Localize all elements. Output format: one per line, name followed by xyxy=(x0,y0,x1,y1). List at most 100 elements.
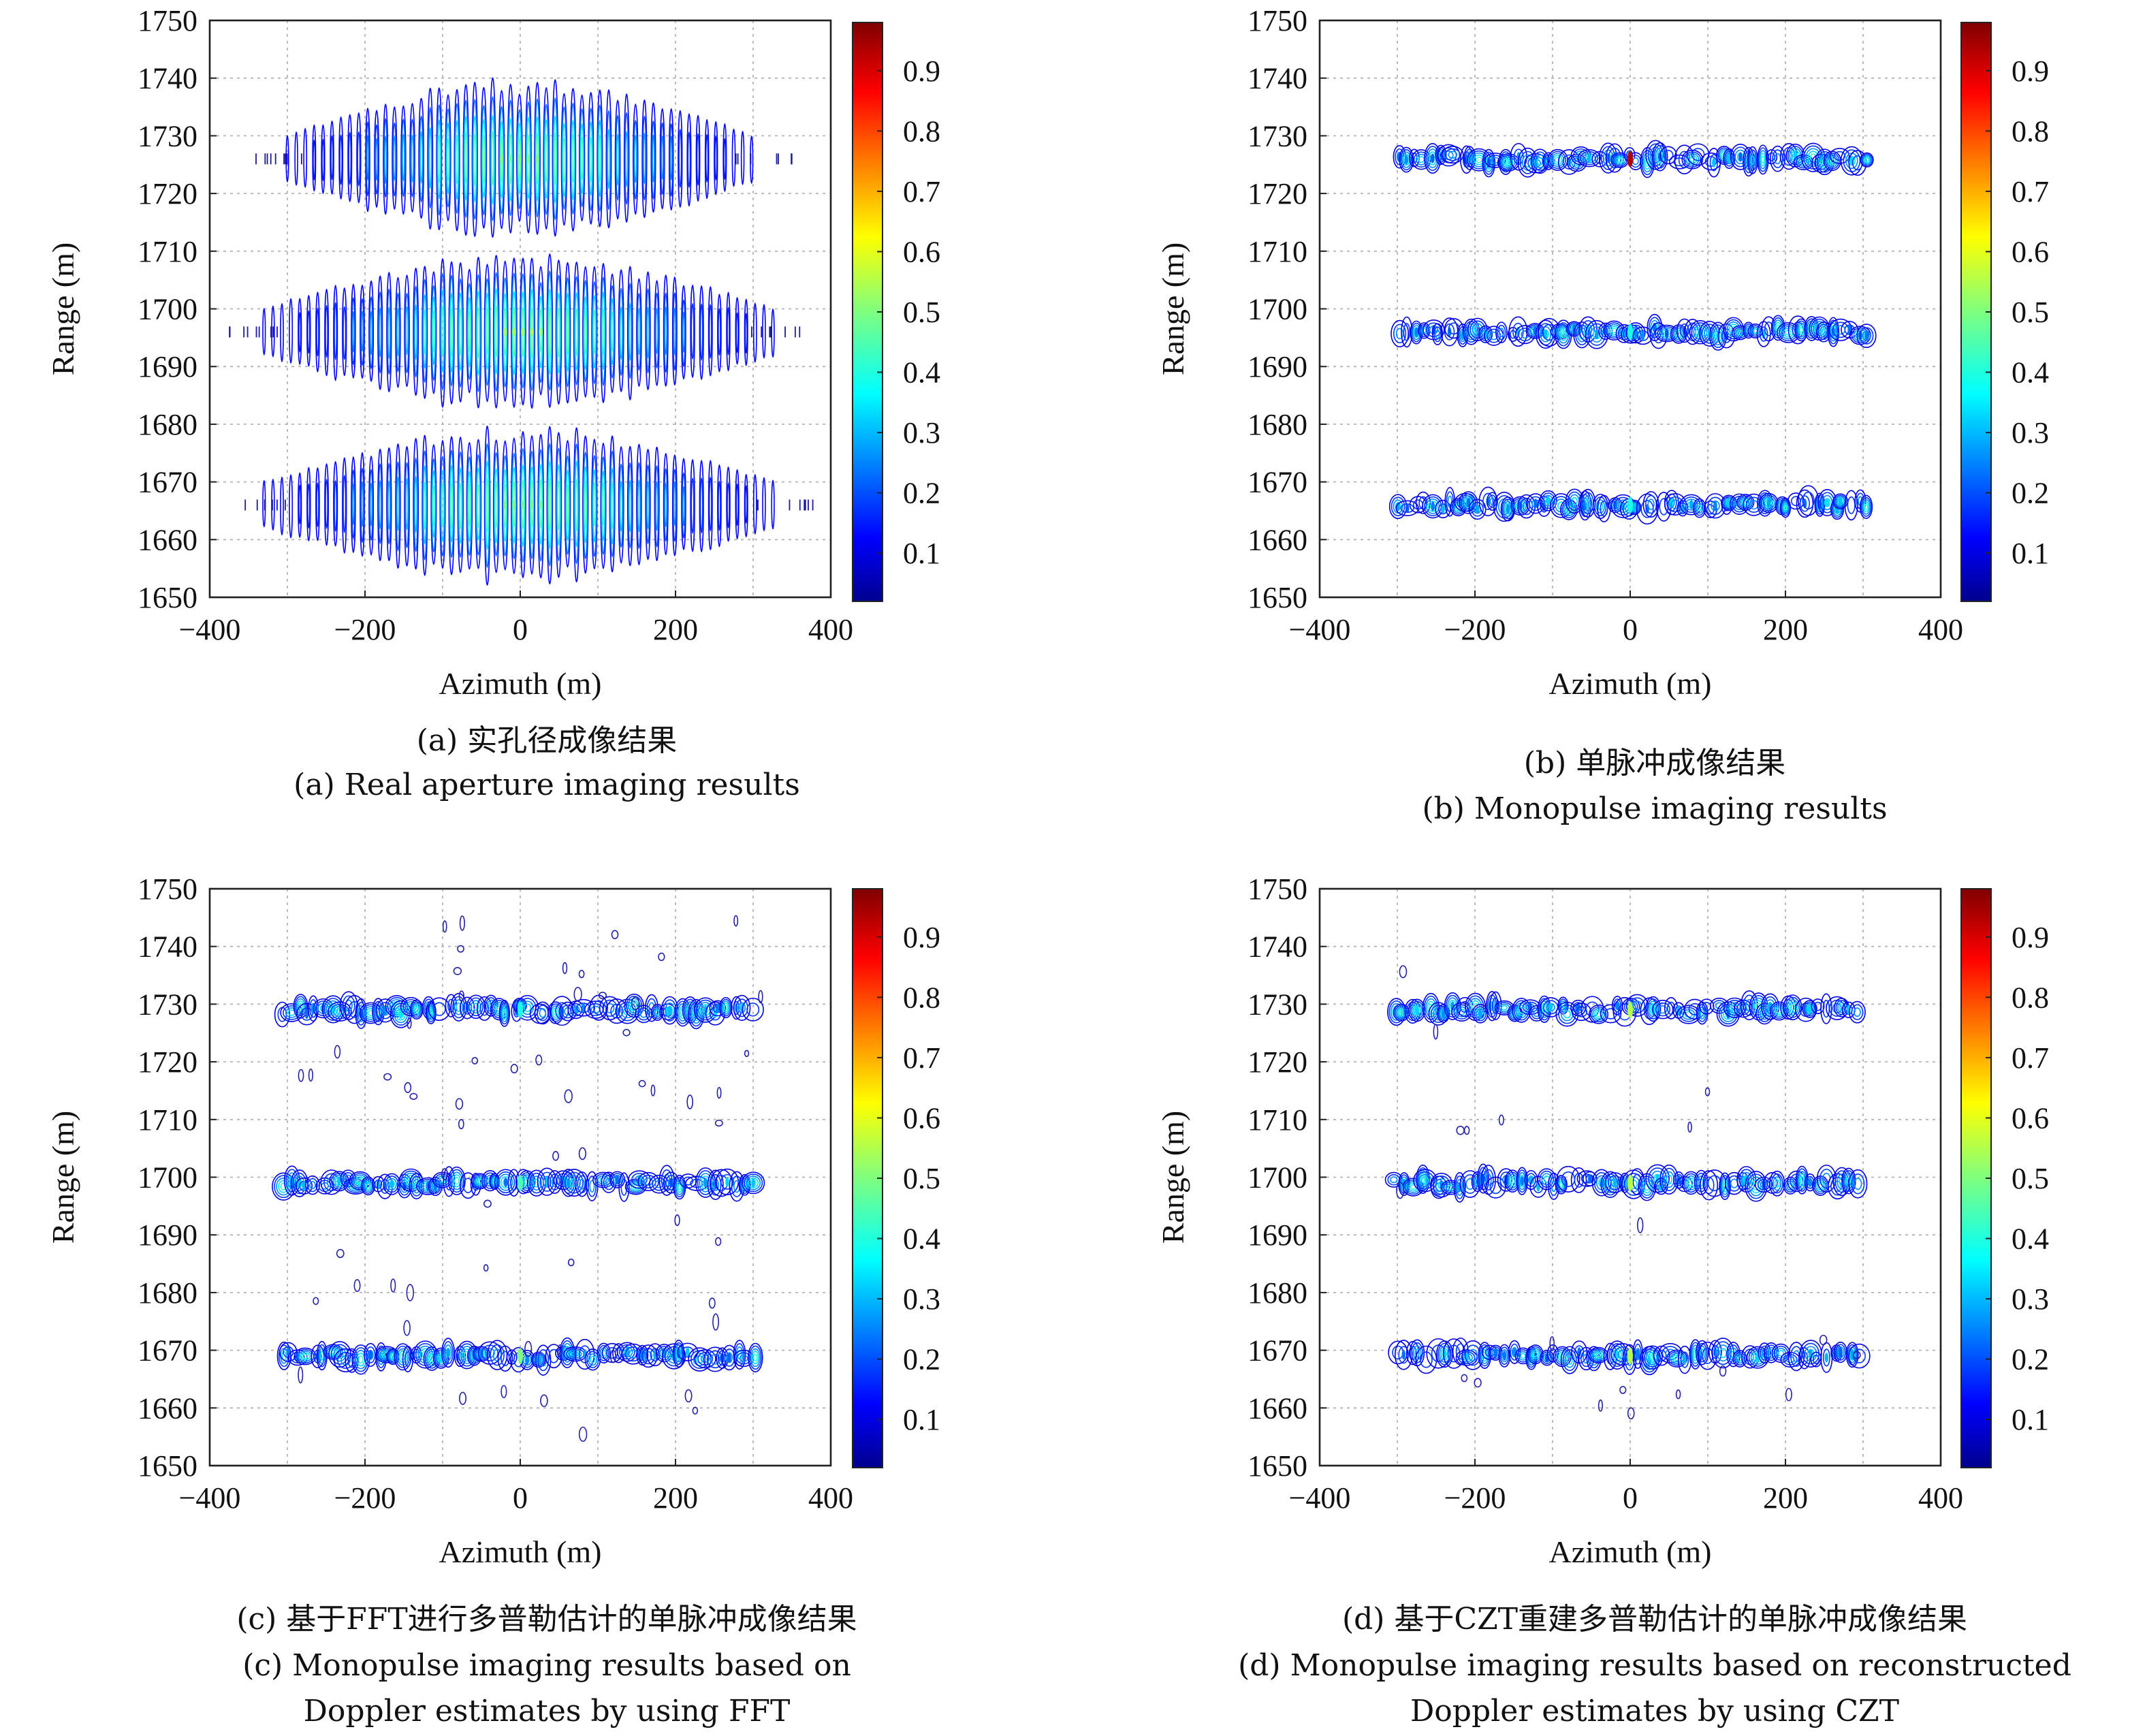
stripe-contour xyxy=(439,439,446,569)
band-contour xyxy=(1703,500,1717,518)
stripe-contour xyxy=(601,308,605,356)
noise-contour xyxy=(383,1073,392,1081)
noise-contour xyxy=(390,1278,396,1293)
panel-a: −400 −200 0 200 400 1650 1660 1670 1680 1690 1700 1… xyxy=(46,4,940,802)
stripe-contour xyxy=(431,285,436,381)
band-contour xyxy=(1559,1182,1563,1188)
stripe-contour xyxy=(597,120,602,198)
target-2-contours xyxy=(1384,1163,1868,1203)
stripe-contour xyxy=(396,461,400,552)
stripe-contour xyxy=(629,479,632,533)
colorbar-tick-label: 0.8 xyxy=(2012,981,2049,1014)
band-contour xyxy=(1828,156,1837,166)
stripe-contour xyxy=(574,291,579,371)
band-contour xyxy=(1555,157,1561,163)
band-contour xyxy=(1445,994,1460,1018)
band-contour xyxy=(1555,1175,1568,1195)
band-contour xyxy=(1474,1006,1487,1022)
y-tick-label: 1740 xyxy=(1248,62,1307,95)
stripe-contour xyxy=(321,138,325,181)
band-contour xyxy=(1614,155,1626,165)
band-contour xyxy=(1391,319,1410,347)
band-contour xyxy=(321,995,345,1024)
stripe-contour xyxy=(669,136,673,180)
band-core xyxy=(368,1350,372,1360)
stripe-peak xyxy=(526,155,530,163)
y-tick-label: 1660 xyxy=(1248,1391,1307,1425)
band-contour xyxy=(1676,1175,1693,1193)
band-contour xyxy=(1679,494,1703,516)
band-contour xyxy=(1563,503,1575,517)
band-contour xyxy=(1763,996,1777,1017)
band-contour xyxy=(500,1005,509,1022)
band-contour xyxy=(1780,1351,1800,1368)
caption-en: (c) Monopulse imaging results based on xyxy=(242,1648,851,1683)
stripe-contour xyxy=(490,114,495,205)
stripe-contour xyxy=(570,102,576,215)
band-contour xyxy=(710,1354,720,1365)
noise-contour xyxy=(1498,1114,1504,1126)
stripe-contour xyxy=(708,286,713,377)
stripe-contour xyxy=(643,132,646,185)
stripe-contour xyxy=(554,132,557,186)
band-contour xyxy=(1773,1005,1785,1017)
y-tick-label: 1730 xyxy=(1248,119,1307,153)
stripe-contour xyxy=(573,443,579,565)
band-contour xyxy=(302,1353,308,1359)
stripe-contour xyxy=(744,485,748,524)
colorbar-tick-label: 0.3 xyxy=(2012,1282,2049,1316)
band-contour xyxy=(412,1003,422,1016)
band-contour xyxy=(1696,1342,1708,1363)
band-contour xyxy=(475,1177,484,1186)
band-contour xyxy=(498,1173,513,1191)
y-tick-label: 1720 xyxy=(138,1045,197,1079)
noise-contour xyxy=(298,1069,304,1082)
x-tick-label: −400 xyxy=(1289,613,1351,646)
band-contour xyxy=(1531,1007,1542,1020)
y-tick-label: 1710 xyxy=(1248,235,1307,268)
stripe-contour xyxy=(482,135,486,184)
band-contour xyxy=(342,995,355,1016)
noise-contour xyxy=(708,1297,716,1309)
band-contour xyxy=(565,1171,584,1194)
band-contour xyxy=(697,1170,714,1195)
stripe-contour xyxy=(324,463,329,546)
y-tick-label: 1750 xyxy=(1248,872,1307,906)
band-contour xyxy=(1395,1005,1409,1020)
band-contour xyxy=(409,1173,424,1200)
stripe-contour xyxy=(437,134,441,183)
stripe-contour xyxy=(600,442,607,569)
stripe-contour xyxy=(609,435,616,573)
stripe-contour xyxy=(494,305,498,358)
band-contour xyxy=(309,1181,316,1190)
band-contour xyxy=(395,1345,411,1368)
band-contour xyxy=(1655,324,1679,343)
band-core xyxy=(1534,499,1538,509)
band-contour xyxy=(601,1349,607,1357)
band-contour xyxy=(1465,323,1477,341)
colorbar-tick-label: 0.5 xyxy=(903,296,940,329)
band-contour xyxy=(1760,153,1766,167)
band-contour xyxy=(1863,156,1871,164)
y-tick-label: 1740 xyxy=(138,930,197,964)
band-contour xyxy=(1679,323,1689,338)
noise-contour xyxy=(409,1092,418,1100)
stripe-contour xyxy=(343,306,347,360)
band-contour xyxy=(1518,1171,1526,1190)
stripe-contour xyxy=(457,262,464,403)
band-contour xyxy=(1529,1005,1545,1022)
stripe-contour xyxy=(360,284,365,379)
band-contour xyxy=(1839,1004,1845,1011)
band-contour xyxy=(1681,149,1704,170)
band-contour xyxy=(404,1351,411,1367)
stripe-contour xyxy=(771,479,775,530)
band-contour xyxy=(1862,499,1871,515)
stripe-contour xyxy=(374,110,379,208)
band-contour xyxy=(373,1000,383,1022)
band-contour xyxy=(1489,1181,1502,1195)
stripe-contour xyxy=(485,292,490,370)
x-tick-label: −200 xyxy=(334,613,396,646)
band-contour xyxy=(740,1178,749,1193)
stripe-contour xyxy=(601,482,605,526)
